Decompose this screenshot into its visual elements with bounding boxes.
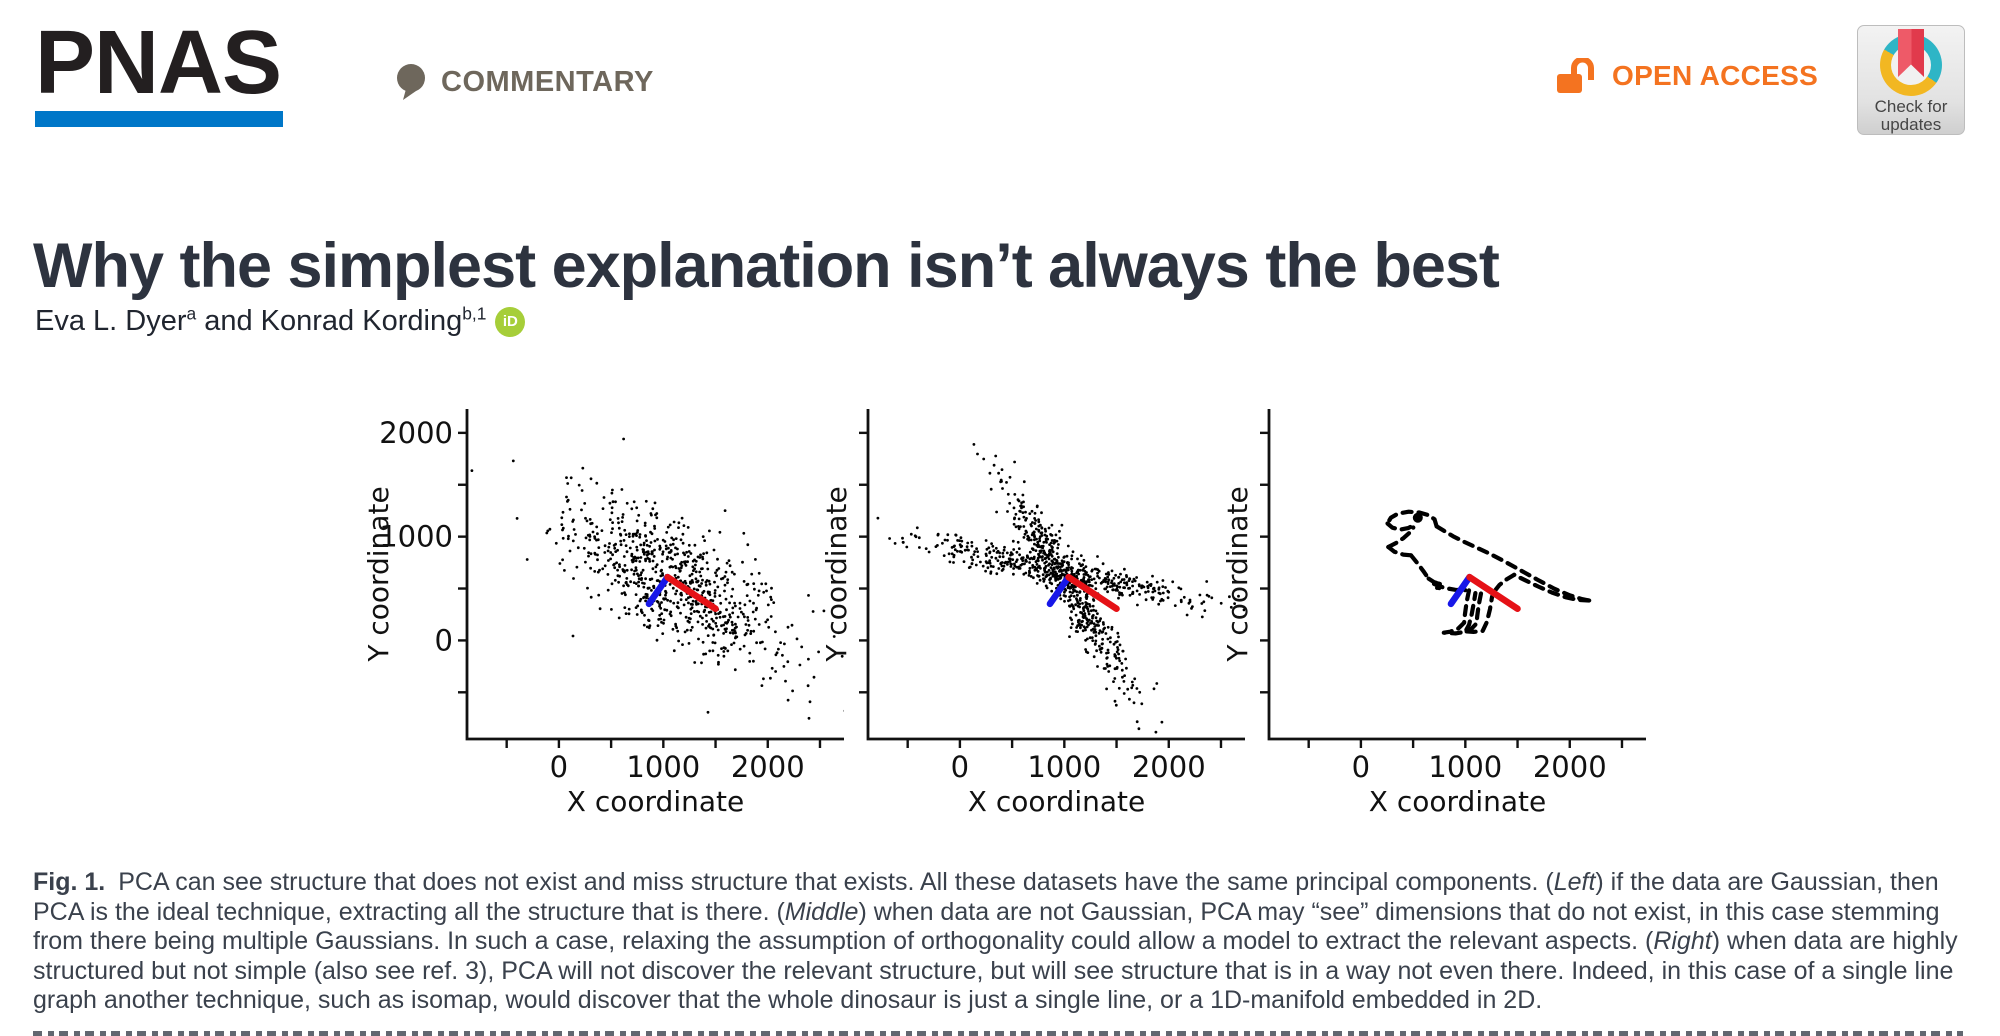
article-title: Why the simplest explanation isn’t alway… xyxy=(33,231,1500,302)
commentary-tag: COMMENTARY xyxy=(395,63,654,101)
speech-bubble-icon xyxy=(397,64,425,100)
svg-text:1000: 1000 xyxy=(1027,750,1101,784)
open-lock-icon xyxy=(1557,58,1594,93)
svg-text:0: 0 xyxy=(1352,750,1370,784)
svg-text:Y coordinate: Y coordinate xyxy=(362,486,395,662)
svg-text:X coordinate: X coordinate xyxy=(1369,785,1546,818)
svg-text:X coordinate: X coordinate xyxy=(567,785,744,818)
figure-1: 0 1000 2000 0 1000 2000 X coordinate Y coordina… xyxy=(350,385,1690,835)
svg-text:1000: 1000 xyxy=(379,520,453,554)
author-names: Eva L. Dyera and Konrad Kordingb,1 xyxy=(35,303,487,337)
svg-text:Y coordinate: Y coordinate xyxy=(1221,486,1254,662)
commentary-label: COMMENTARY xyxy=(441,65,654,98)
svg-text:2000: 2000 xyxy=(379,416,453,450)
open-access-label: OPEN ACCESS xyxy=(1612,60,1819,91)
svg-text:0: 0 xyxy=(951,750,969,784)
svg-text:0: 0 xyxy=(435,623,453,657)
svg-text:1000: 1000 xyxy=(626,750,700,784)
check-for-updates-badge[interactable]: Check for updates xyxy=(1857,25,1965,135)
pnas-logo-text: PNAS xyxy=(35,13,282,113)
svg-text:2000: 2000 xyxy=(1132,750,1206,784)
pnas-logo[interactable]: PNAS xyxy=(35,18,283,127)
open-access-tag: OPEN ACCESS xyxy=(1556,58,1818,94)
figure-1-caption: Fig. 1. PCA can see structure that does n… xyxy=(33,868,1958,1014)
svg-text:X coordinate: X coordinate xyxy=(968,785,1145,818)
orcid-icon[interactable]: iD xyxy=(495,306,526,337)
svg-text:2000: 2000 xyxy=(1533,750,1607,784)
author-line: Eva L. Dyera and Konrad Kordingb,1 iD xyxy=(35,303,526,338)
svg-text:Y coordinate: Y coordinate xyxy=(820,486,853,662)
pnas-logo-underline xyxy=(35,111,283,127)
svg-text:0: 0 xyxy=(550,750,568,784)
svg-text:1000: 1000 xyxy=(1428,750,1502,784)
svg-text:2000: 2000 xyxy=(731,750,805,784)
truncated-next-text-line xyxy=(33,1031,1963,1036)
check-updates-label: Check for updates xyxy=(1874,97,1948,134)
